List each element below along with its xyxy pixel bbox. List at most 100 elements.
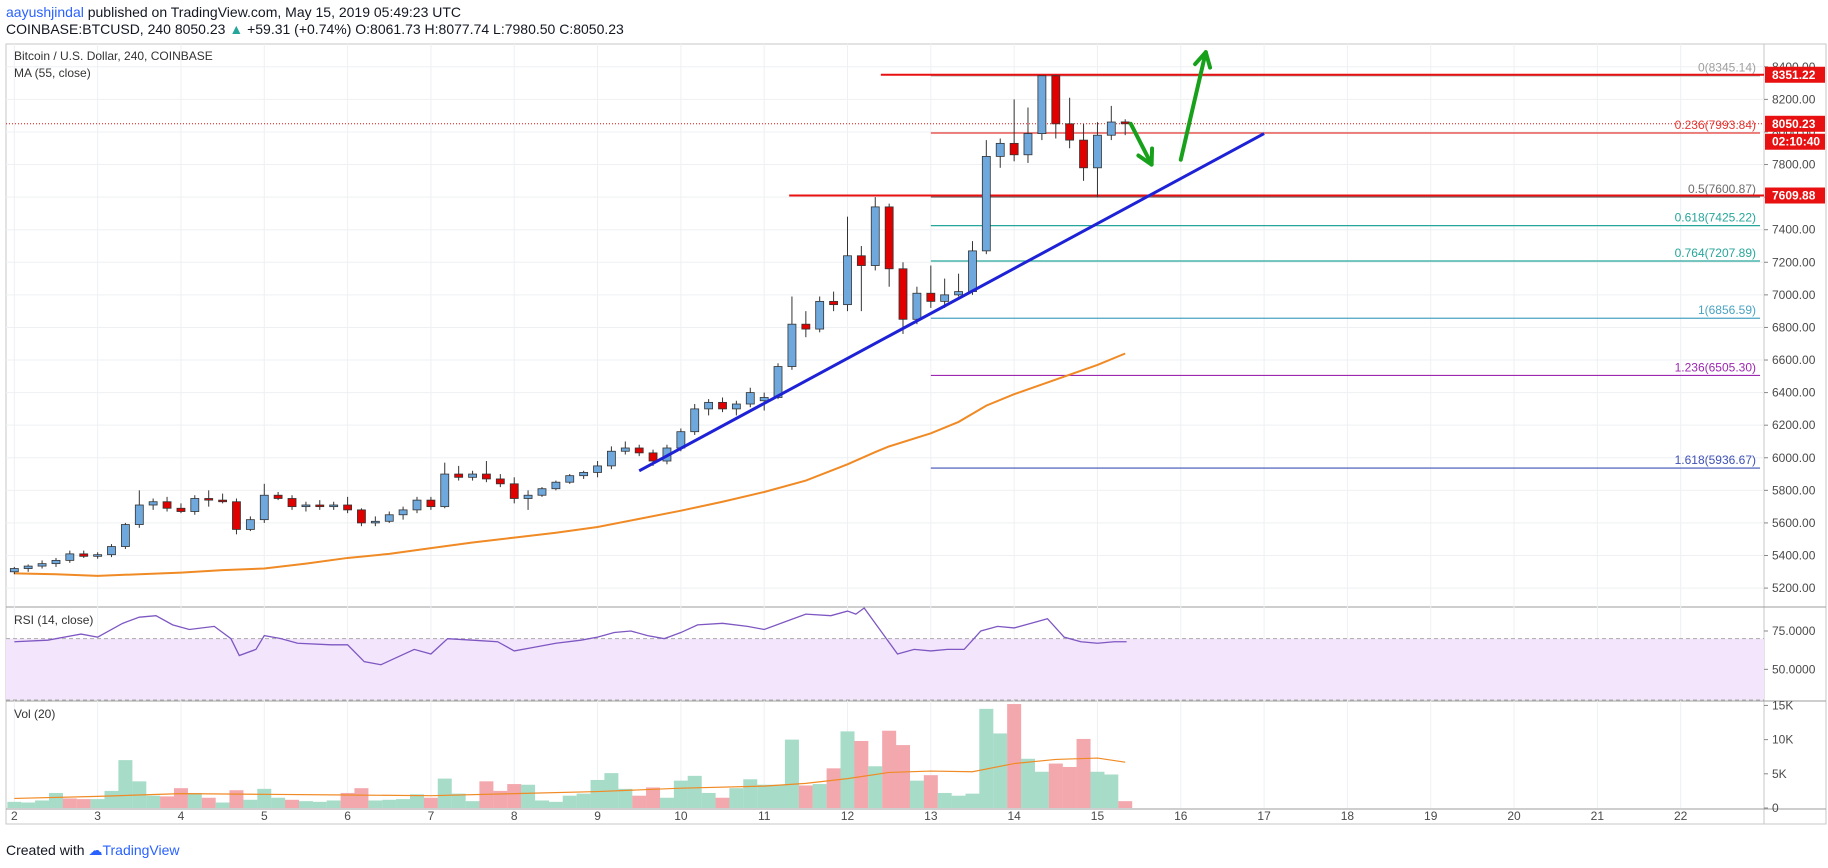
volume-bar bbox=[257, 788, 272, 808]
volume-bar bbox=[21, 802, 36, 808]
candle bbox=[162, 496, 172, 512]
candle-body-down bbox=[343, 504, 353, 511]
volume-bar bbox=[534, 800, 549, 808]
candle-body-up bbox=[704, 401, 714, 410]
volume-bar bbox=[368, 800, 383, 808]
candle bbox=[1079, 123, 1088, 181]
candle bbox=[898, 262, 908, 334]
candle bbox=[551, 480, 561, 491]
volume-bar bbox=[951, 795, 966, 808]
symbol-name: COINBASE:BTCUSD, 240 bbox=[6, 21, 171, 37]
volume-bar bbox=[382, 799, 397, 808]
candle-body-up bbox=[620, 447, 630, 452]
volume-bar bbox=[62, 798, 77, 808]
candle bbox=[93, 552, 103, 559]
price-badge-bg bbox=[1765, 133, 1825, 150]
candle bbox=[107, 544, 116, 558]
volume-bar bbox=[1104, 774, 1119, 808]
candle bbox=[329, 501, 339, 510]
volume-bar bbox=[104, 790, 119, 808]
candle-body-down bbox=[509, 483, 519, 499]
volume-ma-line bbox=[14, 757, 1126, 800]
candle bbox=[829, 291, 838, 312]
x-tick-label: 11 bbox=[758, 809, 771, 823]
candle bbox=[315, 500, 325, 510]
volume-bar bbox=[410, 794, 425, 808]
candle-body-down bbox=[1051, 75, 1061, 125]
up-arrow-icon: ▲ bbox=[229, 21, 244, 37]
candle-body-down bbox=[648, 452, 658, 462]
volume-bar bbox=[437, 778, 452, 808]
arrow-shaft bbox=[1178, 50, 1208, 162]
volume-bar bbox=[798, 785, 813, 808]
rsi-tick-label: 50.0000 bbox=[1772, 662, 1816, 676]
price-badge: 8050.23 bbox=[1765, 115, 1825, 132]
volume-bar bbox=[340, 792, 355, 808]
candle bbox=[134, 490, 144, 528]
x-tick-label: 19 bbox=[1424, 809, 1438, 823]
candle-body-up bbox=[537, 488, 547, 496]
volume-bar bbox=[493, 790, 508, 808]
x-tick-label: 5 bbox=[261, 809, 268, 823]
candle-body-down bbox=[232, 501, 241, 530]
volume-bar bbox=[1020, 758, 1035, 808]
chart-title: Bitcoin / U.S. Dollar, 240, COINBASE bbox=[14, 49, 213, 63]
candle bbox=[370, 516, 380, 527]
candle-body-down bbox=[718, 401, 727, 410]
price-tick-label: 7800.00 bbox=[1772, 158, 1816, 172]
volume-bar bbox=[423, 797, 438, 808]
volume-bar bbox=[937, 792, 952, 808]
price-badge-bg bbox=[1765, 187, 1825, 204]
price-badge-text: 02:10:40 bbox=[1772, 135, 1820, 149]
fib-level-label: 0.5(7600.87) bbox=[1688, 182, 1756, 196]
author-link[interactable]: aayushjindal bbox=[6, 4, 84, 20]
candle-body-down bbox=[926, 292, 936, 302]
publish-line: aayushjindal published on TradingView.co… bbox=[6, 4, 461, 20]
candle bbox=[495, 474, 505, 488]
candle bbox=[843, 216, 852, 312]
footer: Created with ☁TradingView bbox=[6, 842, 180, 859]
volume-bars bbox=[7, 704, 1133, 808]
trend-line bbox=[638, 132, 1265, 473]
volume-bar bbox=[507, 784, 522, 808]
volume-bar bbox=[243, 799, 258, 808]
volume-bar bbox=[743, 779, 758, 808]
candle-body-down bbox=[1120, 121, 1130, 125]
volume-bar bbox=[784, 739, 799, 808]
candle-body-down bbox=[482, 473, 491, 480]
fib-level-label: 0.236(7993.84) bbox=[1675, 118, 1756, 132]
candle-body-down bbox=[1065, 123, 1075, 141]
x-tick-label: 6 bbox=[344, 809, 351, 823]
volume-bar bbox=[173, 788, 188, 808]
candle bbox=[120, 522, 130, 549]
candle bbox=[926, 265, 936, 308]
candle-body-up bbox=[968, 250, 977, 293]
x-tick-label: 10 bbox=[674, 809, 688, 823]
volume-bar bbox=[826, 768, 841, 808]
candle-body-up bbox=[190, 498, 200, 512]
price-tick-label: 7000.00 bbox=[1772, 288, 1816, 302]
candle bbox=[204, 490, 214, 507]
candle-body-up bbox=[606, 450, 616, 467]
arrow-head bbox=[1193, 50, 1213, 70]
tradingview-logo-icon[interactable]: ☁ bbox=[88, 842, 103, 858]
candle bbox=[218, 493, 228, 504]
candle bbox=[704, 399, 714, 416]
candle-body-down bbox=[801, 323, 811, 330]
candle bbox=[1051, 74, 1061, 139]
green-arrow-icon bbox=[1128, 121, 1155, 167]
candle-body-up bbox=[37, 563, 47, 567]
fib-level-label: 0(8345.14) bbox=[1698, 61, 1756, 75]
volume-bar bbox=[715, 797, 730, 808]
candle-body-down bbox=[162, 501, 172, 509]
x-tick-label: 18 bbox=[1341, 809, 1355, 823]
candle-body-up bbox=[1023, 133, 1033, 156]
candles bbox=[9, 74, 1130, 575]
candle bbox=[273, 491, 283, 501]
volume-tick-label: 15K bbox=[1772, 698, 1793, 712]
tradingview-brand[interactable]: TradingView bbox=[102, 842, 180, 858]
candle-body-up bbox=[370, 520, 380, 524]
candle-body-up bbox=[815, 300, 825, 330]
candle bbox=[759, 392, 769, 411]
